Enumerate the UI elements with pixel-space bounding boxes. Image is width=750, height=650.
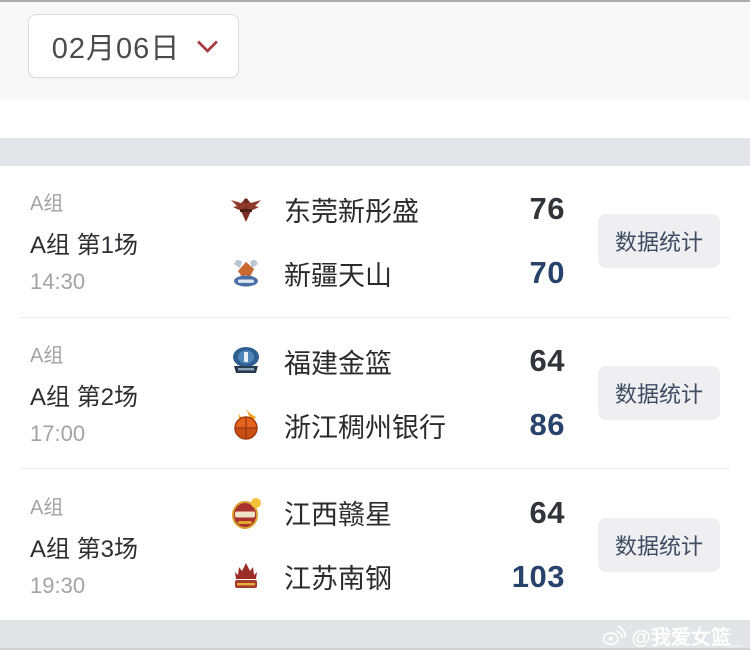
chevron-down-icon [197,31,219,53]
team-name: 福建金篮 [284,348,392,379]
header-spacer [0,100,750,138]
group-label: A组 [30,193,64,216]
date-selector[interactable]: 02月06日 [28,14,239,78]
team-row: 江西赣星 64 [228,493,565,532]
fujian-jinlan-shield-logo [228,343,264,379]
team-row: 浙江稠州银行 86 [228,406,565,445]
teams-block: 福建金篮 64 浙江稠州银行 86 [228,342,565,445]
team-score: 64 [529,494,565,530]
team-row: 东莞新彤盛 76 [228,190,565,229]
watermark-handle: @我爱女篮_ [631,626,742,649]
teams-block: 江西赣星 64 江苏南钢 103 [228,493,565,596]
watermark: @我爱女篮_ [602,621,742,650]
match-time: 17:00 [30,421,86,446]
team-score: 76 [529,191,565,227]
stats-button[interactable]: 数据统计 [598,214,720,269]
stats-button[interactable]: 数据统计 [598,517,720,572]
team-name: 江苏南钢 [284,564,392,595]
team-row: 江苏南钢 103 [228,557,565,596]
team-score: 86 [529,407,565,442]
team-score: 64 [529,343,565,378]
match-info: A组 A组 第2场 17:00 [30,339,200,447]
date-label: 02月06日 [51,33,181,65]
team-score: 70 [529,255,565,291]
match-title: A组 第3场 [30,535,139,563]
team-name: 新疆天山 [284,260,392,291]
date-header: 02月06日 [0,2,750,100]
match-row-2: A组 A组 第2场 17:00 福建金篮 64 浙江稠州银行 86 数据统计 [0,317,750,469]
match-list: A组 A组 第1场 14:30 东莞新彤盛 76 新疆天山 70 数据统计 [0,166,750,621]
weibo-icon [603,625,627,645]
row-separator [20,316,730,318]
zhejiang-chouzhou-flaming-basketball-logo [228,407,264,443]
jiangsu-nangang-phoenix-logo [228,559,264,595]
group-label: A组 [30,496,64,519]
jiangxi-ganxing-badge-logo [228,495,264,531]
match-row-1: A组 A组 第1场 14:30 东莞新彤盛 76 新疆天山 70 数据统计 [0,166,750,317]
top-divider [0,0,750,2]
match-info: A组 A组 第1场 14:30 [30,187,200,295]
match-time: 14:30 [30,269,86,295]
footer-strip: @我爱女篮_ [0,620,750,650]
dongguan-xintongsheng-eagle-logo [228,191,264,227]
match-row-3: A组 A组 第3场 19:30 江西赣星 64 江苏南钢 103 数据统计 [0,469,750,621]
match-time: 19:30 [30,572,86,598]
match-info: A组 A组 第3场 19:30 [30,491,200,599]
team-score: 103 [511,558,565,594]
group-label: A组 [30,345,64,367]
xinjiang-tianshan-deer-logo [228,255,264,291]
row-separator [20,468,730,470]
match-title: A组 第1场 [30,232,139,260]
team-name: 东莞新彤盛 [284,196,419,227]
stats-button[interactable]: 数据统计 [598,366,720,420]
teams-block: 东莞新彤盛 76 新疆天山 70 [228,190,565,293]
team-name: 浙江稠州银行 [284,412,446,443]
team-row: 新疆天山 70 [228,254,565,293]
section-divider-band [0,138,750,166]
team-row: 福建金篮 64 [228,342,565,381]
team-name: 江西赣星 [284,500,392,531]
match-title: A组 第2场 [30,384,139,411]
